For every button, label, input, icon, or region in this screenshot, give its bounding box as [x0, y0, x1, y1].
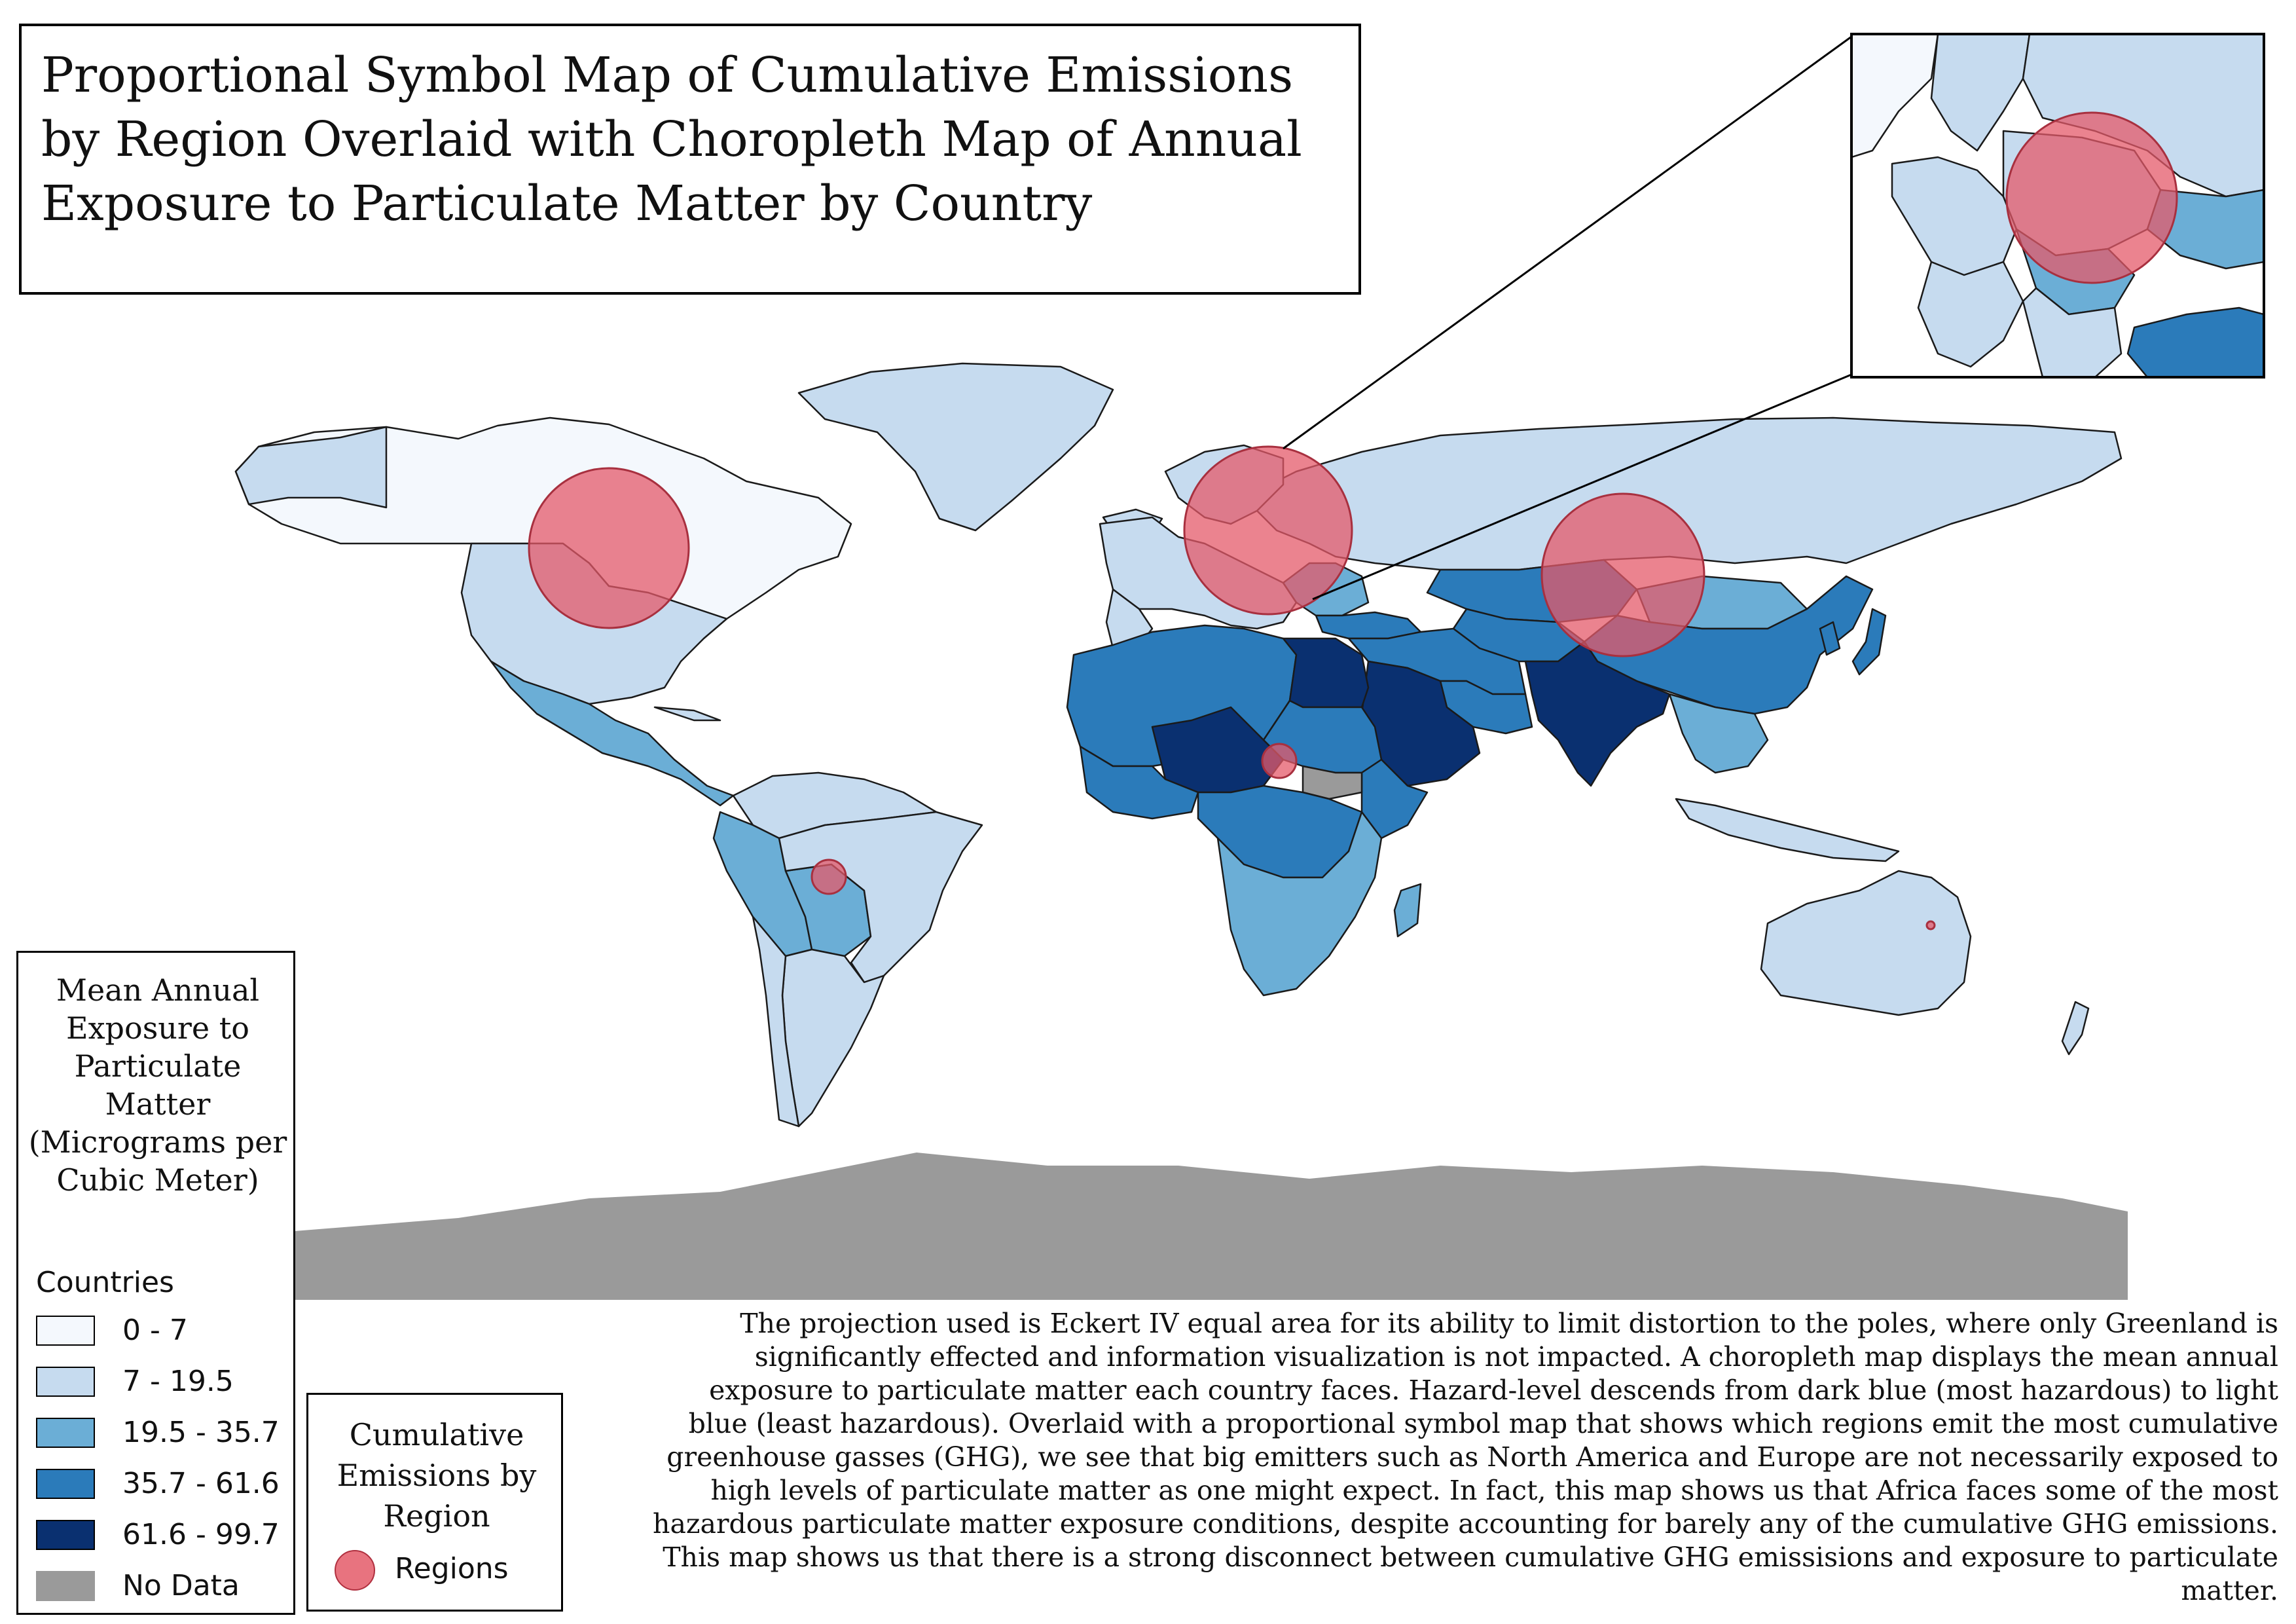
country-greenland	[797, 362, 1114, 532]
country-indonesia	[1675, 798, 1900, 862]
legend-label: 61.6 - 99.7	[122, 1518, 280, 1551]
country-chile	[752, 915, 800, 1128]
symbol-asia	[1540, 492, 1705, 657]
legend-swatch	[36, 1367, 95, 1397]
country-cuba	[653, 706, 721, 722]
title-box: Proportional Symbol Map of Cumulative Em…	[19, 24, 1361, 295]
description-line: hazardous particulate matter exposure co…	[653, 1508, 2278, 1540]
country-korea	[1819, 621, 1841, 656]
region-west-africa	[1079, 745, 1199, 820]
choropleth-legend-title: Mean Annual Exposure to Particulate Matt…	[28, 972, 287, 1198]
legend-swatch	[36, 1520, 95, 1550]
description-line: This map shows us that there is a strong…	[663, 1541, 2278, 1573]
symbol-legend-circle	[335, 1550, 375, 1591]
legend-label: 19.5 - 35.7	[122, 1416, 280, 1449]
inset-frame	[1850, 33, 2265, 378]
country-brazil	[778, 811, 983, 984]
legend-item-class-1: 0 - 7	[36, 1312, 291, 1348]
emission-symbols	[528, 445, 1936, 931]
description-line: blue (least hazardous). Overlaid with a …	[688, 1408, 2278, 1439]
country-usa-alaska	[234, 426, 388, 509]
legend-swatch	[36, 1571, 95, 1601]
country-egypt	[1282, 637, 1370, 709]
legend-label: 7 - 19.5	[122, 1365, 234, 1398]
choropleth-legend: Mean Annual Exposure to Particulate Matt…	[16, 951, 295, 1615]
map-title: Proportional Symbol Map of Cumulative Em…	[41, 47, 1302, 232]
legend-item-class-3: 19.5 - 35.7	[36, 1414, 291, 1450]
symbol-north-america	[528, 467, 690, 629]
description-line: matter.	[2181, 1575, 2278, 1606]
inset-connectors	[1283, 35, 1852, 600]
legend-label: No Data	[122, 1569, 240, 1602]
symbol-legend-title: Cumulative Emissions by Region	[337, 1417, 537, 1534]
legend-item-class-4: 35.7 - 61.6	[36, 1465, 291, 1502]
world-map	[234, 362, 2128, 1300]
description-line: greenhouse gasses (GHG), we see that big…	[666, 1441, 2278, 1473]
description-line: significantly effected and information v…	[754, 1341, 2278, 1373]
country-japan	[1851, 608, 1887, 676]
symbol-europe	[1183, 445, 1353, 616]
symbol-legend: Cumulative Emissions by Region Regions	[306, 1393, 563, 1612]
description-line: The projection used is Eckert IV equal a…	[740, 1308, 2278, 1339]
choropleth-legend-subtitle: Countries	[36, 1266, 174, 1299]
legend-item-class-5: 61.6 - 99.7	[36, 1516, 291, 1553]
country-russia	[1243, 416, 2123, 571]
symbol-africa	[1261, 743, 1298, 779]
legend-swatch	[36, 1316, 95, 1346]
legend-swatch	[36, 1469, 95, 1499]
inset-map-europe	[1851, 34, 2264, 377]
country-antarctica	[295, 1153, 2128, 1300]
region-southeast-asia	[1668, 693, 1769, 774]
legend-label: 0 - 7	[122, 1314, 188, 1347]
legend-label: 35.7 - 61.6	[122, 1467, 280, 1500]
region-southern-africa	[1216, 811, 1383, 997]
description-line: exposure to particulate matter each coun…	[709, 1375, 2278, 1406]
country-new-zealand	[2061, 1001, 2090, 1056]
legend-item-class-2: 7 - 19.5	[36, 1363, 291, 1399]
symbol-legend-label: Regions	[395, 1552, 509, 1585]
country-australia	[1760, 870, 1972, 1016]
inset-symbol-europe	[2005, 111, 2178, 284]
description-line: high levels of particulate matter as one…	[710, 1475, 2279, 1506]
symbol-south-america	[811, 858, 847, 895]
country-madagascar	[1393, 883, 1422, 938]
legend-item-no-data: No Data	[36, 1567, 291, 1604]
symbol-oceania	[1925, 920, 1936, 931]
map-description: The projection used is Eckert IV equal a…	[563, 1307, 2278, 1608]
legend-swatch	[36, 1418, 95, 1448]
